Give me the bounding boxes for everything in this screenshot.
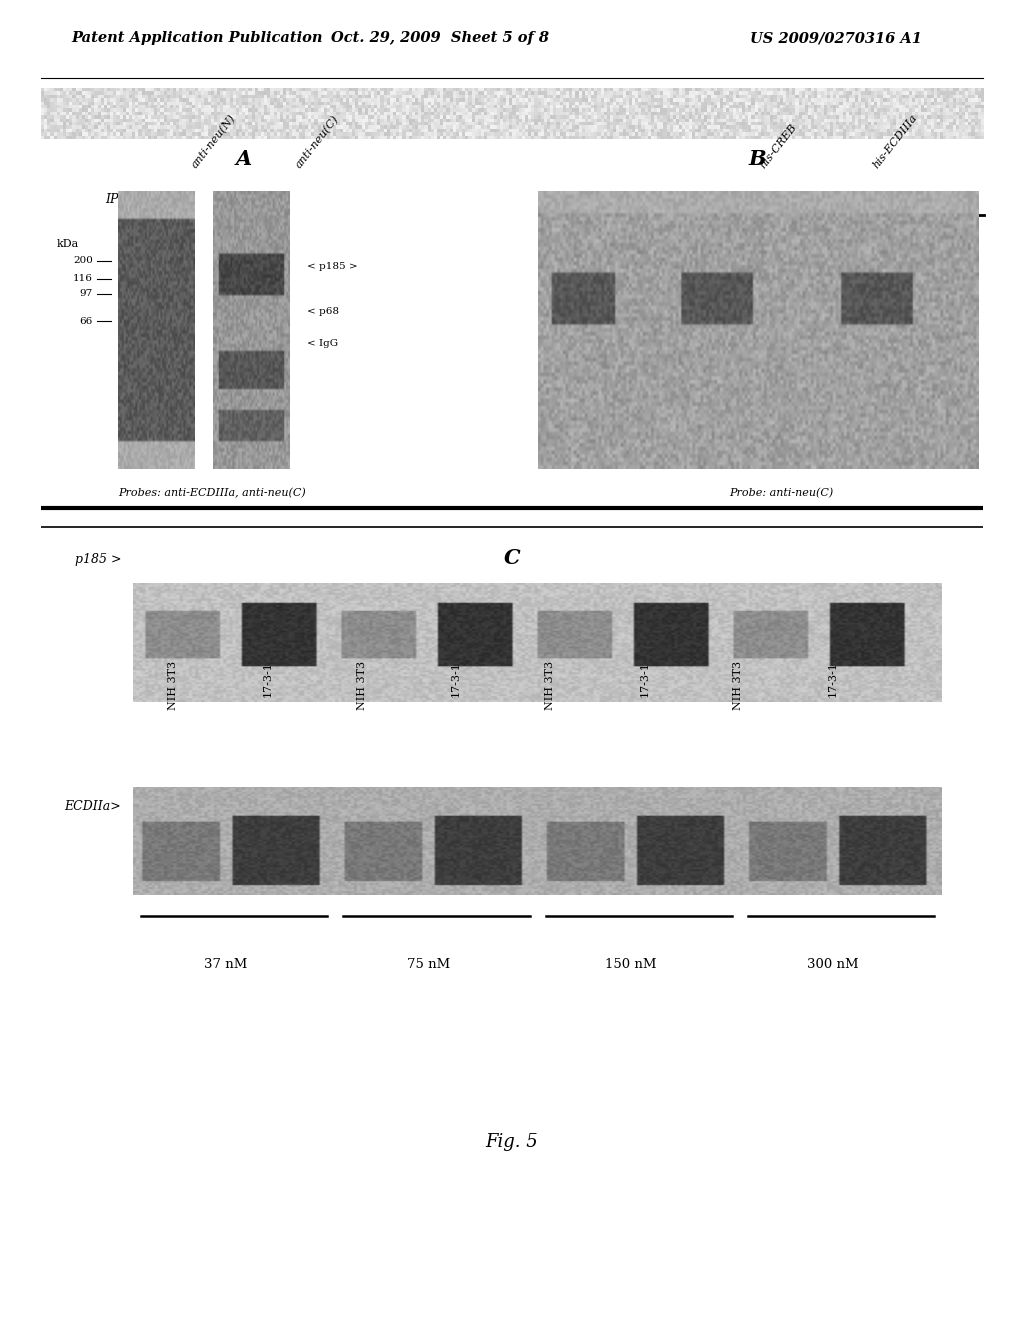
Text: Oct. 29, 2009  Sheet 5 of 8: Oct. 29, 2009 Sheet 5 of 8 bbox=[332, 32, 549, 45]
Text: Patent Application Publication: Patent Application Publication bbox=[72, 32, 324, 45]
Text: 17-3-1: 17-3-1 bbox=[262, 661, 272, 697]
Text: NIH 3T3: NIH 3T3 bbox=[545, 661, 555, 710]
Text: anti-neu(N): anti-neu(N) bbox=[189, 114, 238, 170]
Text: 17-3-1: 17-3-1 bbox=[639, 661, 649, 697]
Text: < p68: < p68 bbox=[307, 308, 339, 317]
Text: IP:: IP: bbox=[104, 194, 122, 206]
Text: 97: 97 bbox=[80, 289, 93, 298]
Text: Probes: anti-ECDIIIa, anti-neu(C): Probes: anti-ECDIIIa, anti-neu(C) bbox=[119, 488, 306, 499]
Text: his-CREB: his-CREB bbox=[758, 123, 799, 170]
Text: NIH 3T3: NIH 3T3 bbox=[168, 661, 178, 710]
Text: anti-neu(C): anti-neu(C) bbox=[293, 114, 341, 170]
Text: A: A bbox=[236, 149, 252, 169]
Text: 116: 116 bbox=[73, 275, 93, 284]
Text: < p185 >: < p185 > bbox=[307, 261, 357, 271]
Text: C: C bbox=[504, 548, 520, 569]
Text: 17-3-1: 17-3-1 bbox=[827, 661, 838, 697]
Text: NIH 3T3: NIH 3T3 bbox=[733, 661, 743, 710]
Text: NIH 3T3: NIH 3T3 bbox=[356, 661, 367, 710]
Text: US 2009/0270316 A1: US 2009/0270316 A1 bbox=[750, 32, 922, 45]
Text: p185 >: p185 > bbox=[75, 553, 121, 566]
Text: 17-3-1: 17-3-1 bbox=[451, 661, 461, 697]
Text: 200: 200 bbox=[73, 256, 93, 265]
Text: < IgG: < IgG bbox=[307, 338, 338, 347]
Text: 75 nM: 75 nM bbox=[407, 958, 450, 972]
Text: ECDIIa>: ECDIIa> bbox=[65, 800, 121, 813]
Text: Fig. 5: Fig. 5 bbox=[485, 1133, 539, 1151]
Text: kDa: kDa bbox=[57, 239, 79, 249]
Text: B: B bbox=[749, 149, 767, 169]
Text: 150 nM: 150 nM bbox=[605, 958, 656, 972]
Text: his-ECDIIIa: his-ECDIIIa bbox=[870, 114, 919, 170]
Text: Start: Start bbox=[610, 197, 641, 210]
Text: 37 nM: 37 nM bbox=[205, 958, 248, 972]
Text: 66: 66 bbox=[80, 317, 93, 326]
Text: Probe: anti-neu(C): Probe: anti-neu(C) bbox=[729, 488, 834, 499]
Text: 300 nM: 300 nM bbox=[807, 958, 859, 972]
